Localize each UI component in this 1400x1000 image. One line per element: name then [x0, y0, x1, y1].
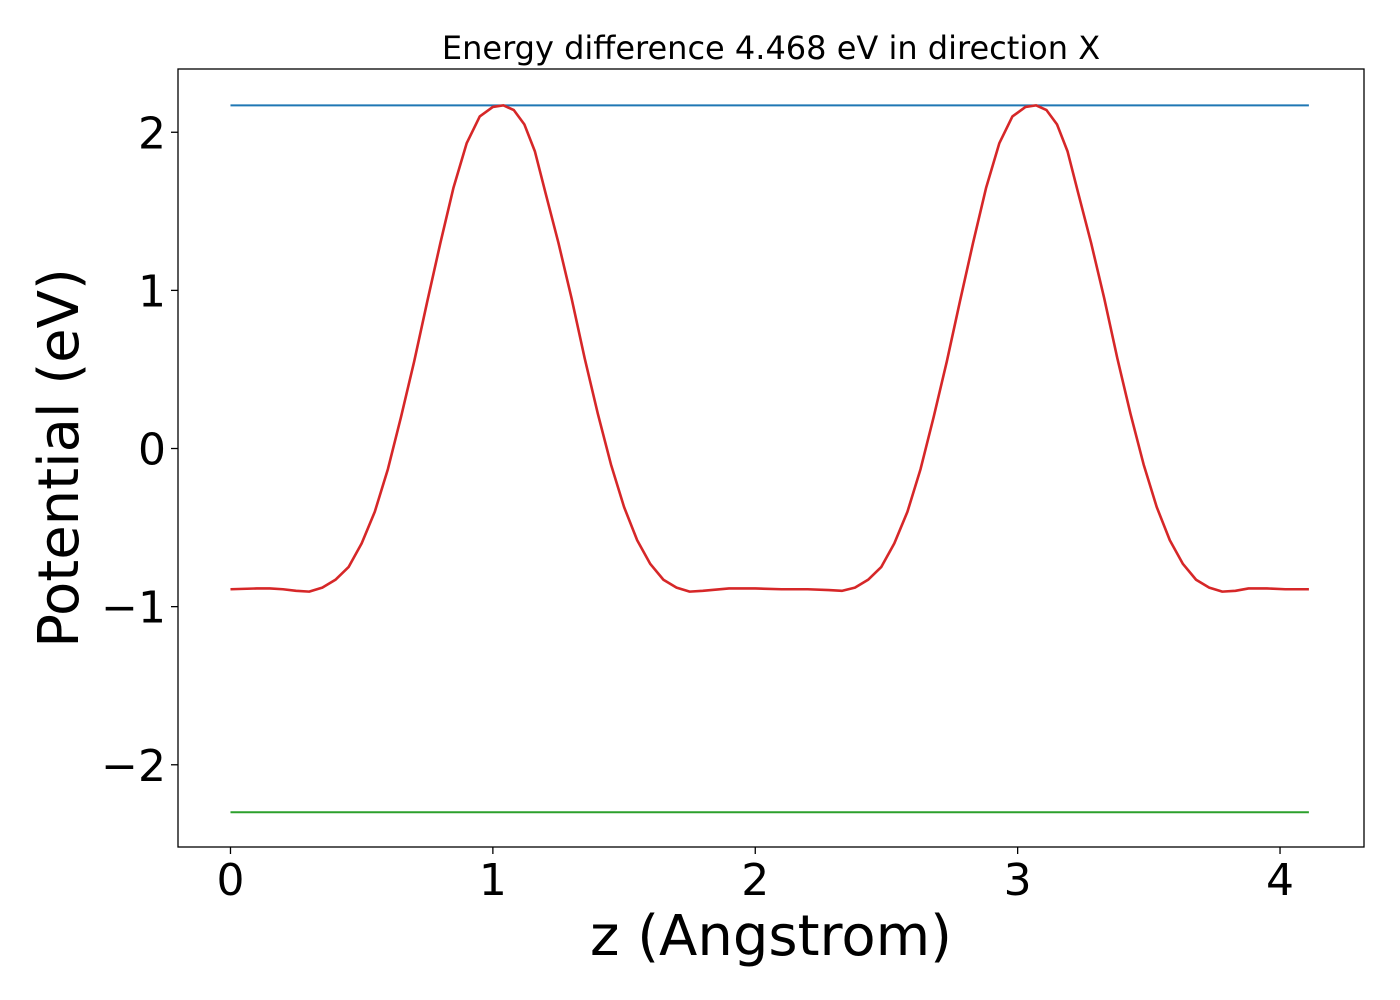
- y-tick-label: −1: [101, 583, 166, 634]
- x-tick-label: 2: [741, 855, 769, 906]
- y-tick-label: −2: [101, 741, 166, 792]
- x-tick-label: 1: [479, 855, 507, 906]
- series-layer: [230, 104, 1309, 814]
- y-tick-label: 1: [138, 266, 166, 317]
- series-line-red: [230, 104, 1309, 593]
- x-tick-label: 3: [1004, 855, 1032, 906]
- x-axis-label: z (Angstrom): [590, 904, 952, 969]
- y-tick-label: 2: [138, 108, 166, 159]
- x-tick-label: 0: [216, 855, 244, 906]
- y-axis-ticks: −2 −1 0 1 2: [101, 108, 178, 792]
- plot-frame: [177, 68, 1365, 848]
- x-tick-label: 4: [1266, 855, 1294, 906]
- y-tick-label: 0: [138, 425, 166, 476]
- chart-title: Energy difference 4.468 eV in direction …: [442, 29, 1100, 67]
- y-axis-label: Potential (eV): [27, 268, 92, 648]
- x-axis-ticks: 0 1 2 3 4: [216, 847, 1294, 906]
